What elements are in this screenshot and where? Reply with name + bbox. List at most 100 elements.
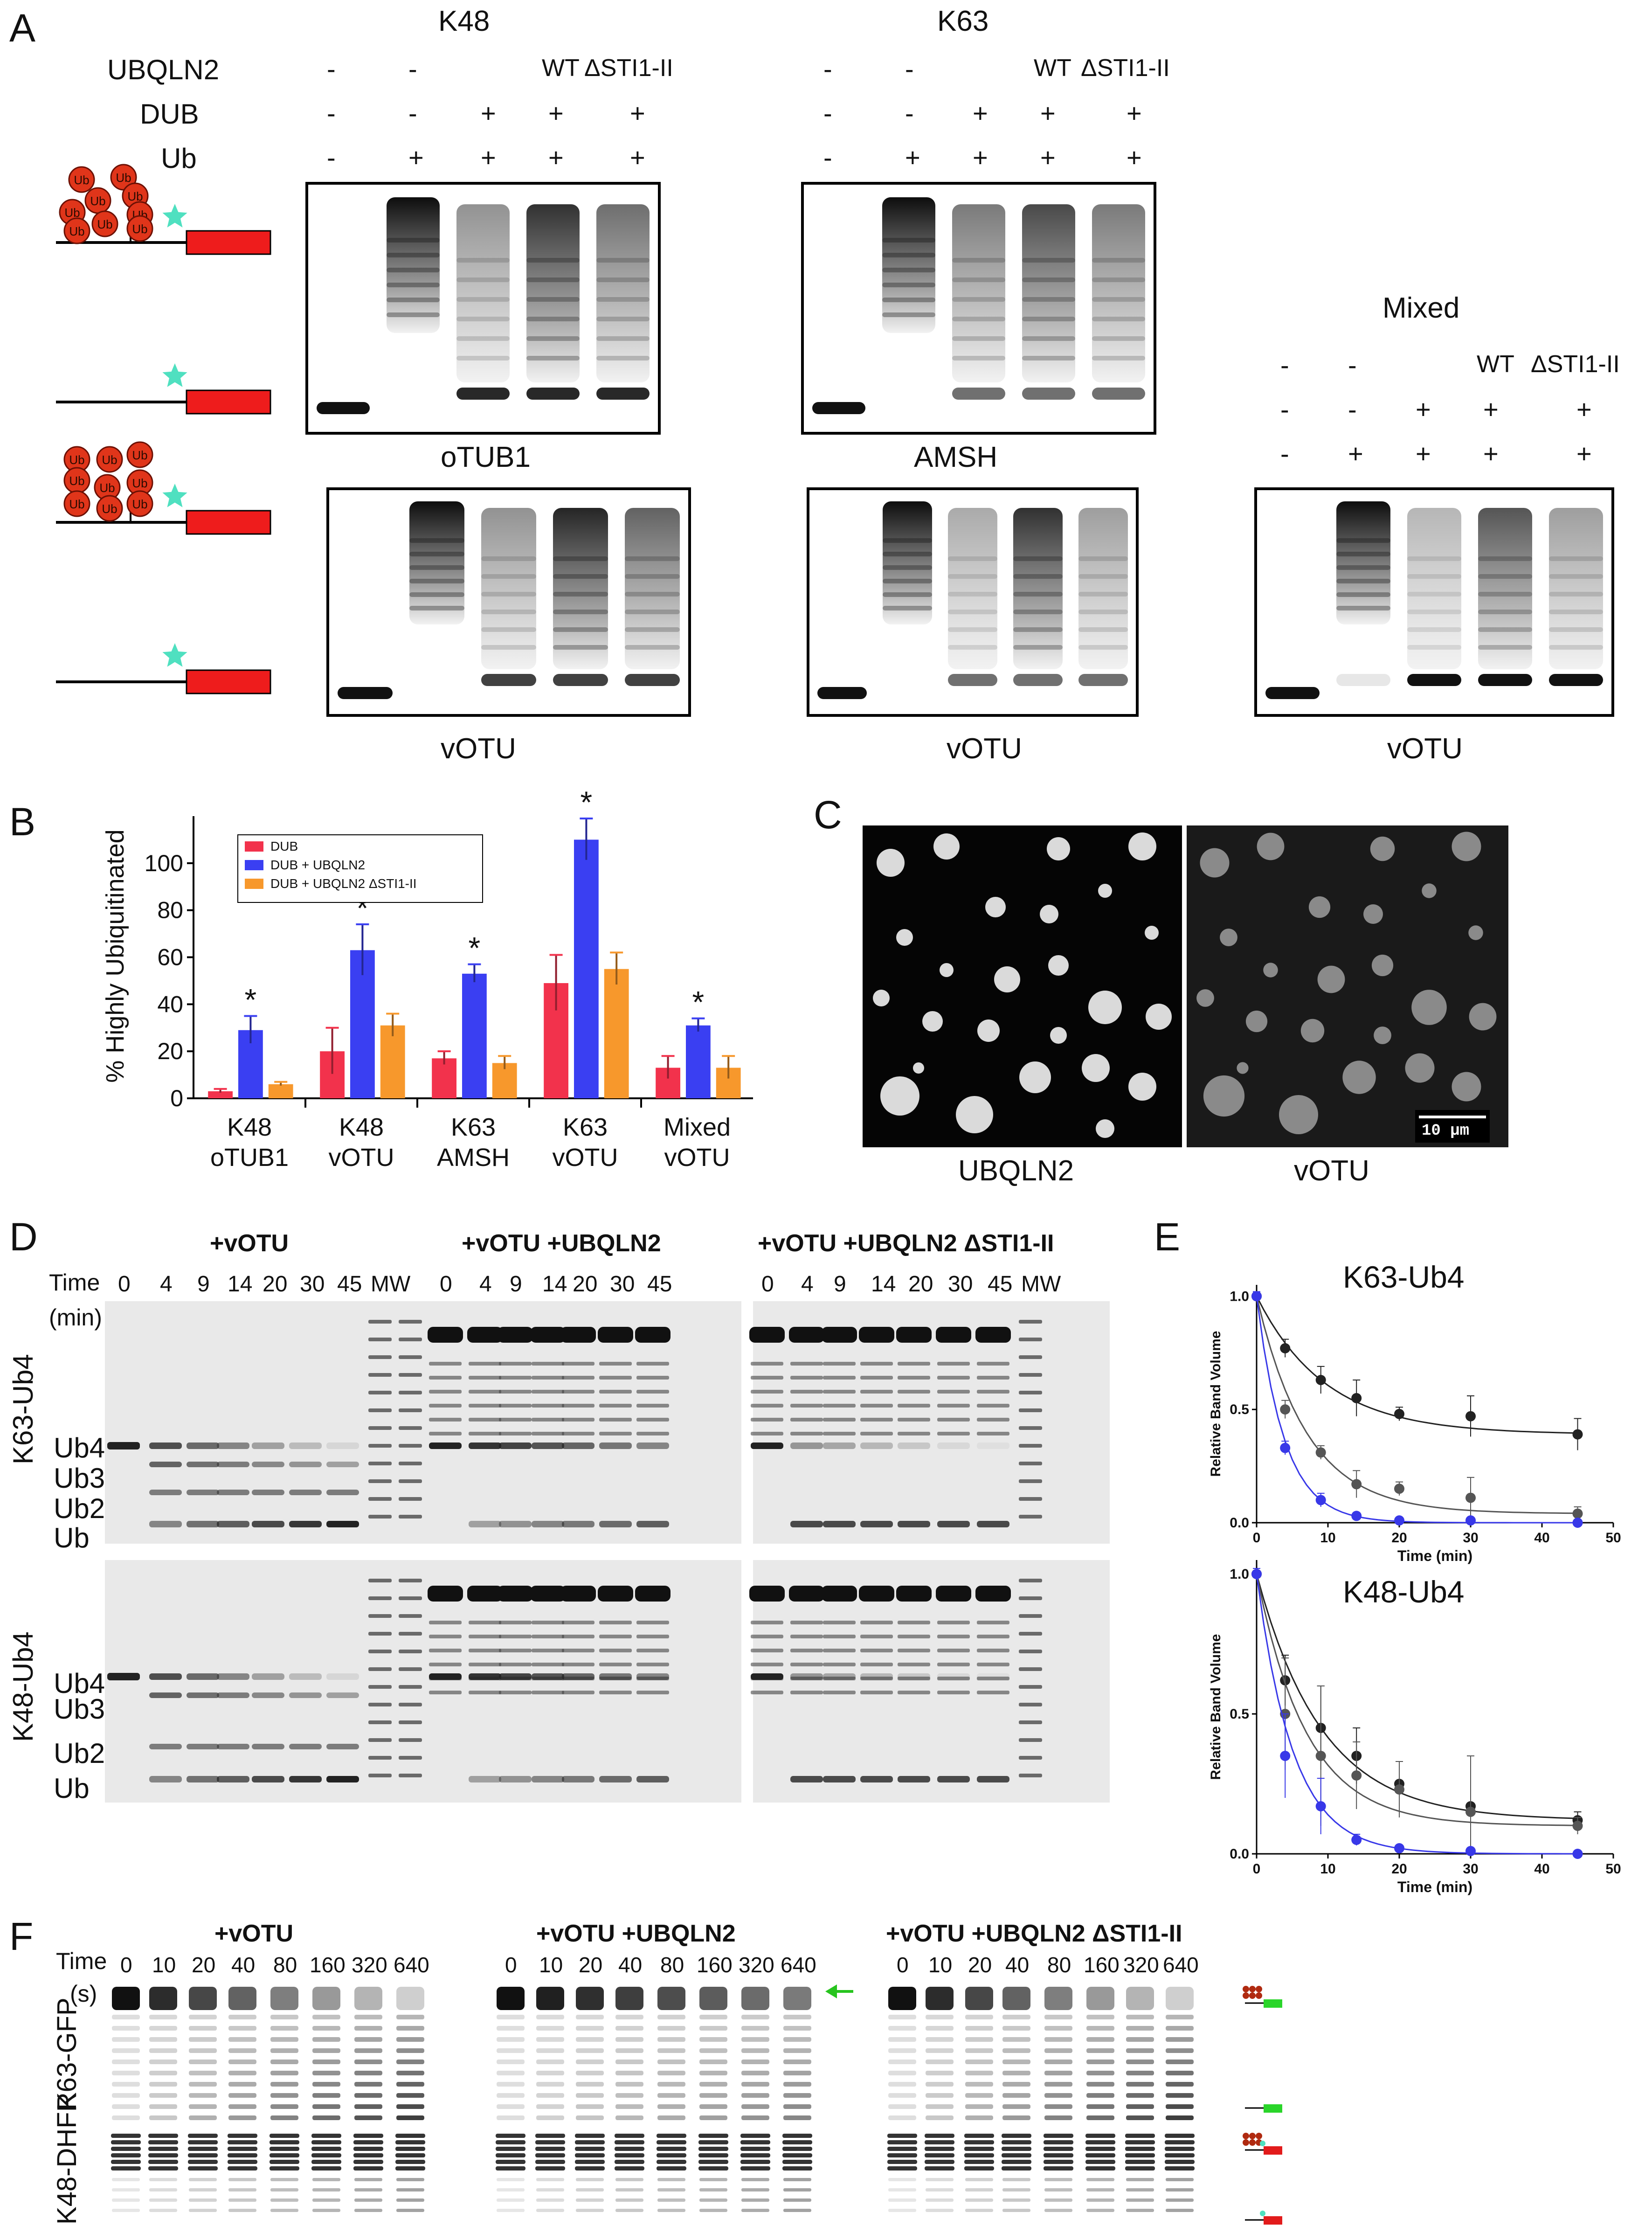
f-schematic-ub — [1249, 1992, 1256, 1999]
panel-letter-f: F — [9, 1914, 34, 1958]
dub-label-otub1: oTUB1 — [441, 441, 531, 473]
f-k48-lower-band — [888, 2198, 916, 2202]
dub-label-votu-mixed: vOTU — [1387, 733, 1463, 765]
f-k48-lower-band — [615, 2188, 643, 2191]
f-k48-lower-band — [783, 2198, 811, 2202]
e-x-tick-label: 40 — [1534, 1861, 1549, 1877]
mixed-header: Mixed — [1382, 292, 1460, 324]
f-k48-lower-band — [888, 2188, 916, 2191]
f-k48-band — [1165, 2166, 1195, 2171]
f-k48-band — [615, 2147, 644, 2151]
f-k48-lower-band — [657, 2198, 685, 2202]
f-k48-lower-band — [783, 2188, 811, 2191]
f-k63-ladder-band — [615, 2093, 643, 2098]
mixed-mark-r0-c0: - — [1280, 350, 1289, 380]
f-k63-ladder-band — [149, 2082, 177, 2087]
e-x-tick-label: 20 — [1391, 1530, 1407, 1546]
f-k63-ladder-band — [1086, 2071, 1114, 2075]
f-k48-band — [535, 2160, 565, 2164]
f-k63-ladder-band — [354, 2071, 382, 2075]
ub-bead-label: Ub — [97, 217, 112, 231]
e-x-tick-label: 30 — [1463, 1530, 1478, 1546]
f-k48-band — [615, 2140, 644, 2144]
ub-bead-label: Ub — [69, 474, 84, 488]
e-y-axis-label: Relative Band Volume — [1208, 1634, 1223, 1780]
f-k48-band — [1002, 2147, 1031, 2151]
f-k63-ladder-band — [1166, 2115, 1194, 2120]
gel-band — [1022, 297, 1075, 302]
gel-band — [1013, 645, 1063, 650]
f-k48-lower-band — [149, 2188, 177, 2191]
f-k48-band — [782, 2147, 812, 2151]
f-k63-top-band — [926, 1987, 954, 2010]
e-x-axis-label: Time (min) — [1397, 1879, 1472, 1895]
d-k48-band-ub2: Ub2 — [54, 1738, 105, 1769]
f-k63-ladder-band — [926, 2015, 954, 2019]
f-k48-lower-band — [354, 2178, 382, 2181]
substrate-box — [186, 389, 271, 415]
gel-band-substrate — [456, 387, 510, 400]
f-k63-ladder-band — [1002, 2093, 1030, 2098]
e-point — [1351, 1479, 1362, 1490]
f-k48-band — [496, 2147, 525, 2151]
y-tick-label: 40 — [157, 991, 183, 1017]
f-k48-band — [698, 2166, 728, 2171]
e-point — [1315, 1447, 1326, 1458]
f-k63-ladder-band — [112, 2026, 140, 2031]
droplet — [1469, 1003, 1497, 1031]
f-k63-ladder-band — [657, 2060, 685, 2064]
e-x-tick-label: 40 — [1534, 1530, 1549, 1546]
f-k63-ladder-band — [270, 2104, 298, 2109]
f-k63-ladder-band — [270, 2060, 298, 2064]
f-k48-band — [1125, 2134, 1155, 2138]
f-k63-ladder-band — [1126, 2082, 1154, 2087]
d-mw-label-2: MW — [1021, 1272, 1061, 1297]
droplet — [1082, 1054, 1110, 1082]
f-k63-ladder-band — [354, 2037, 382, 2042]
row-label-ub: Ub — [161, 143, 197, 174]
gel-band — [1078, 610, 1128, 615]
f-schematic-substrate — [1264, 2146, 1282, 2155]
f-time-label: Time — [56, 1948, 107, 1974]
f-k63-ladder-band — [699, 2037, 727, 2042]
k48-mark-r2-c0: - — [327, 143, 336, 172]
f-k48-lower-band — [270, 2188, 298, 2191]
droplet — [1370, 836, 1395, 861]
legend-swatch — [245, 841, 263, 852]
e-point — [1280, 1343, 1291, 1353]
category-label: K48 — [227, 1113, 272, 1141]
mixed-mark-r2-c0: - — [1280, 439, 1289, 468]
f-k48-band — [1002, 2153, 1031, 2157]
f-k48-band — [782, 2160, 812, 2164]
d-time-0-4: 20 — [263, 1272, 288, 1297]
f-k63-ladder-band — [576, 2037, 604, 2042]
f-k48-lower-band — [149, 2209, 177, 2212]
f-k63-ladder-band — [888, 2093, 916, 2098]
f-k48-lower-band — [615, 2198, 643, 2202]
f-k63-ladder-band — [497, 2060, 525, 2064]
f-k63-ladder-band — [112, 2093, 140, 2098]
gel-band — [1022, 316, 1075, 321]
f-k63-ladder-band — [1126, 2015, 1154, 2019]
gel-band-substrate — [553, 673, 608, 686]
fluorophore-star — [162, 204, 187, 228]
significance-star: * — [469, 931, 481, 965]
gel-lane-smear — [882, 197, 935, 333]
f-schematic-ub — [1243, 2133, 1249, 2139]
f-k63-ladder-band — [576, 2082, 604, 2087]
f-k63-ladder-band — [1166, 2015, 1194, 2019]
k63-mark-r1-c1: - — [905, 98, 914, 128]
f-k63-ladder-band — [270, 2015, 298, 2019]
gel-band-substrate — [1549, 673, 1603, 686]
e-point — [1572, 1518, 1583, 1528]
f-k63-ladder-band — [926, 2104, 954, 2109]
f-time-1-2: 20 — [579, 1953, 603, 1977]
f-k63-ladder-band — [1126, 2037, 1154, 2042]
f-k63-ladder-band — [497, 2115, 525, 2120]
e-point — [1315, 1801, 1326, 1811]
droplet — [1371, 954, 1394, 977]
f-k48-band — [270, 2147, 299, 2151]
d-time-0-1: 4 — [160, 1272, 173, 1297]
f-k63-ladder-band — [497, 2037, 525, 2042]
